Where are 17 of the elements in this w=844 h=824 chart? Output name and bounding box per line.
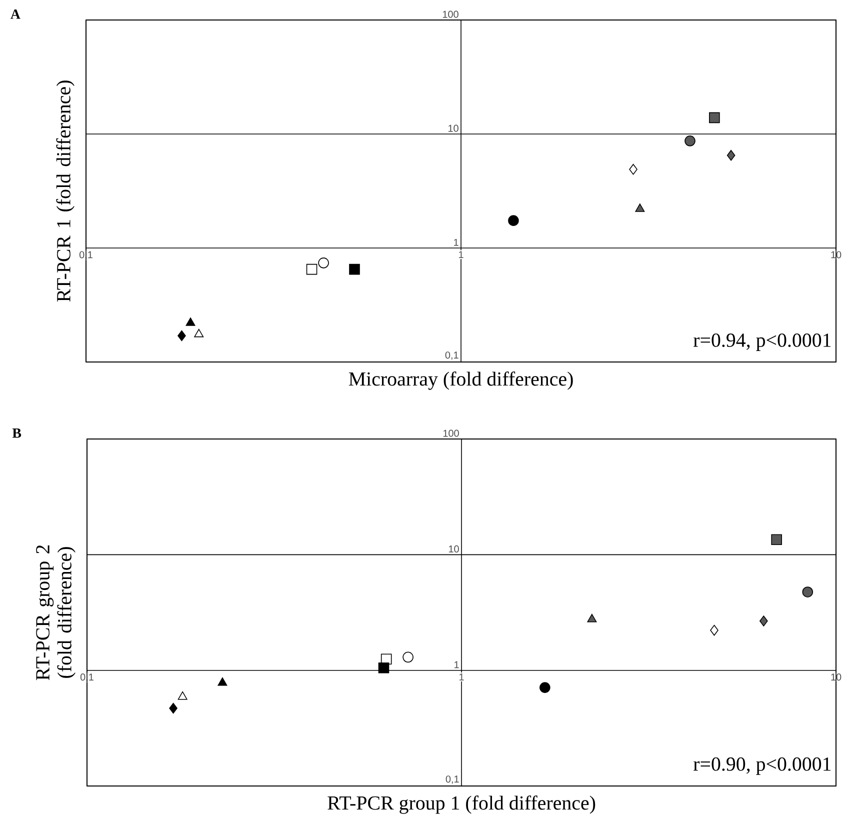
chart-title: B [12, 428, 22, 438]
y-tick-label: 10 [448, 124, 458, 132]
annotation: r=0.90, p<0.0001 [694, 757, 831, 775]
y-tick-label: 100 [442, 10, 458, 18]
y-tick-label: 1 [454, 238, 458, 246]
x-tick-label: 1 [460, 674, 464, 680]
y-tick-label: 1 [454, 661, 459, 668]
y-axis-title: RT-PCR 1 (fold difference) [56, 80, 74, 302]
x-axis-title: RT-PCR group 1 (fold difference) [328, 796, 596, 814]
y-tick-label: 0,1 [446, 776, 459, 784]
y-tick-label: 100 [443, 430, 459, 437]
chart-title: A [10, 10, 20, 19]
annotation: r=0.94, p<0.0001 [694, 333, 831, 351]
y-tick-label: 0,1 [445, 352, 458, 360]
y-axis-title: RT-PCR group 2 (fold difference) [36, 545, 76, 680]
x-axis-title: Microarray (fold difference) [348, 372, 573, 390]
y-tick-label: 10 [448, 545, 459, 552]
